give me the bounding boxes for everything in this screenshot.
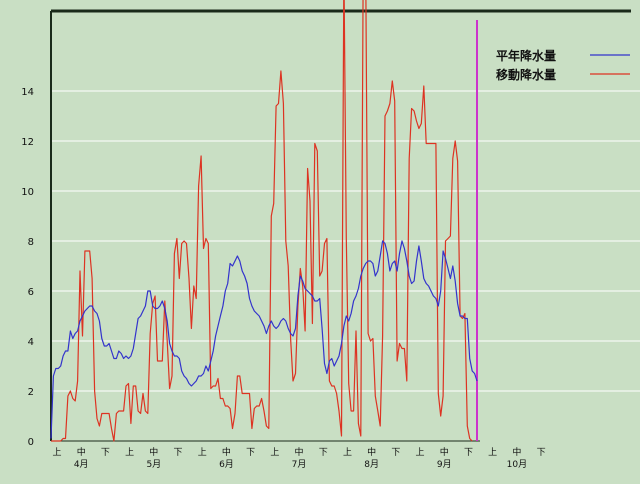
- y-tick-label: 12: [21, 137, 34, 148]
- y-tick-label: 4: [28, 337, 34, 348]
- x-period-label: 下: [464, 448, 473, 458]
- x-axis: 上 中 下 上 中 下 上 中 下 上 中 下 上 中 下 上 中 下 上 中 下 4月 5月 6月 7月 8月 9月 10月: [52, 446, 545, 470]
- series-line-moving-precip: [51, 0, 473, 442]
- x-period-label: 下: [174, 448, 183, 458]
- x-period-label: 上: [488, 447, 497, 458]
- x-period-label: 下: [537, 448, 546, 458]
- y-tick-label: 14: [21, 87, 34, 98]
- legend-label: 平年降水量: [496, 48, 556, 63]
- x-period-label: 中: [512, 446, 521, 458]
- x-month-label: 6月: [219, 459, 234, 470]
- x-period-label: 上: [52, 447, 61, 458]
- x-period-label: 中: [149, 446, 158, 458]
- x-period-label: 中: [222, 446, 231, 458]
- x-period-label: 中: [367, 446, 376, 458]
- x-period-label: 上: [343, 447, 352, 458]
- x-month-label: 4月: [74, 459, 89, 470]
- x-period-label: 下: [319, 448, 328, 458]
- series-lines: [50, 0, 478, 442]
- plot-frame: [50, 9, 631, 442]
- y-tick-label: 10: [21, 187, 34, 198]
- y-tick-label: 2: [28, 387, 34, 398]
- x-period-label: 下: [246, 448, 255, 458]
- x-period-label: 下: [101, 448, 110, 458]
- x-month-label: 8月: [364, 459, 379, 470]
- y-tick-label: 6: [28, 287, 34, 298]
- legend-label: 移動降水量: [496, 67, 556, 82]
- y-tick-label: 8: [28, 237, 34, 248]
- x-month-label: 9月: [437, 459, 452, 470]
- y-axis: 0 2 4 6 8 10 12 14: [21, 87, 34, 448]
- series-line-normal-precip: [50, 240, 478, 439]
- x-period-label: 上: [198, 447, 207, 458]
- x-period-label: 中: [77, 446, 86, 458]
- x-period-label: 中: [440, 446, 449, 458]
- x-month-label: 7月: [292, 459, 307, 470]
- x-period-label: 下: [391, 448, 400, 458]
- x-period-label: 上: [270, 447, 279, 458]
- x-period-label: 中: [295, 446, 304, 458]
- x-period-label: 上: [416, 447, 425, 458]
- x-month-label: 10月: [507, 459, 527, 470]
- x-period-label: 上: [125, 447, 134, 458]
- x-month-label: 5月: [146, 459, 161, 470]
- y-tick-label: 0: [28, 437, 34, 448]
